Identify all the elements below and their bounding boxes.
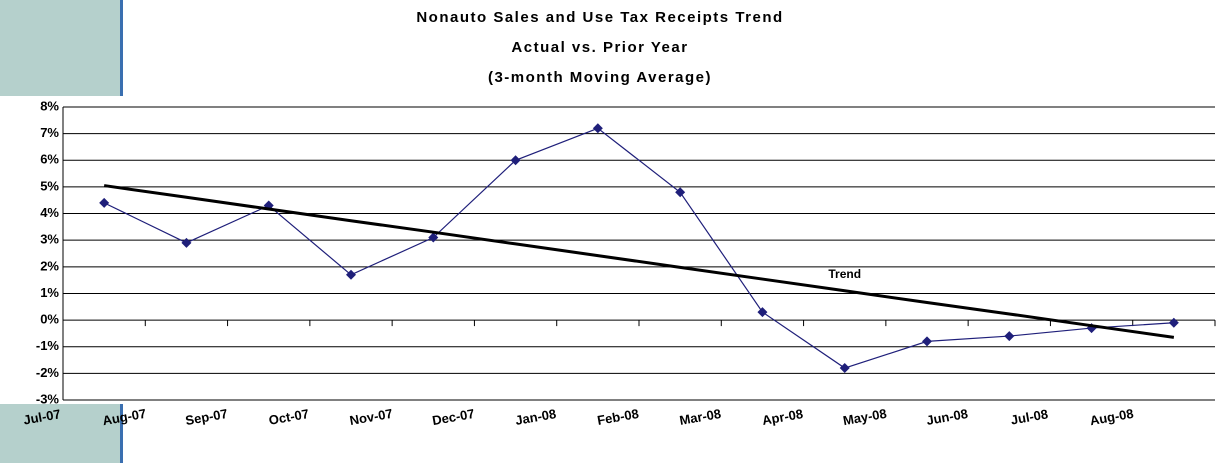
y-tick-label: 2% [40,258,59,273]
chart-title: Nonauto Sales and Use Tax Receipts Trend [416,9,783,26]
y-tick-label: -2% [36,365,60,380]
y-tick-label: 1% [40,285,59,300]
x-tick-label: May-08 [842,406,888,428]
marker [181,237,192,248]
marker [99,197,110,208]
x-tick-label: Dec-07 [431,406,476,428]
y-tick-label: 8% [40,98,59,113]
chart-subtitle: Actual vs. Prior Year [511,39,688,56]
marker [922,336,932,347]
plot-panel [0,96,1227,404]
data-line [103,127,1174,369]
marker [346,269,356,280]
x-tick-label: Aug-07 [101,406,147,428]
chart-subtitle: (3-month Moving Average) [488,69,712,86]
x-tick-label: Sep-07 [184,406,229,428]
marker [839,363,850,374]
y-tick-label: -1% [36,338,60,353]
x-tick-label: Jul-08 [1010,406,1050,427]
marker [675,187,686,198]
marker [757,307,768,318]
x-tick-label: Jun-08 [925,406,969,428]
marker [428,232,439,243]
y-tick-label: 3% [40,232,59,247]
x-tick-label: Mar-08 [678,406,722,428]
x-tick-label: Nov-07 [348,406,393,428]
x-tick-label: Feb-08 [596,406,640,428]
y-tick-label: 0% [40,312,59,327]
trend-line [103,184,1175,339]
y-tick-label: 5% [40,178,59,193]
x-tick-label: Apr-08 [761,406,804,428]
marker [1004,331,1015,342]
marker [510,155,521,166]
x-tick-label: Oct-07 [268,406,310,428]
y-tick-label: 4% [40,205,59,220]
y-tick-label: 6% [40,152,59,167]
x-tick-label: Jul-07 [22,406,62,427]
y-tick-label: 7% [40,125,59,140]
marker [1168,317,1179,328]
marker [592,123,603,134]
x-tick-label: Aug-08 [1089,406,1135,428]
y-tick-label: -3% [36,391,60,406]
x-tick-label: Jan-08 [514,406,557,428]
trend-label: Trend [828,267,861,281]
